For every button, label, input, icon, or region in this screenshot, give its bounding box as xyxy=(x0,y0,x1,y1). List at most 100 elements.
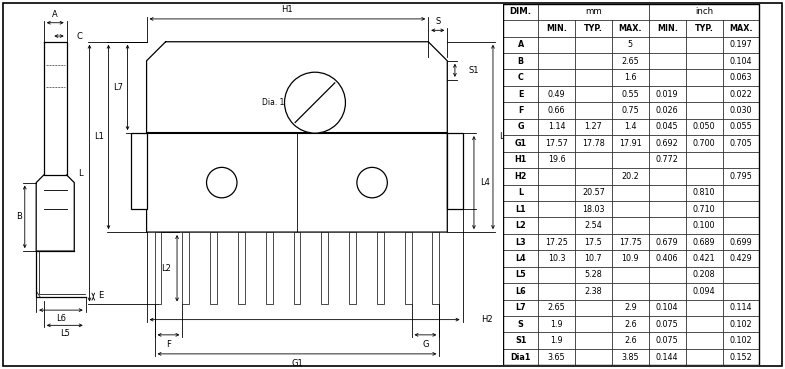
Bar xyxy=(612,283,648,300)
Text: 1.6: 1.6 xyxy=(624,73,637,82)
Bar xyxy=(575,332,612,349)
Bar xyxy=(722,250,759,267)
Bar xyxy=(575,53,612,69)
Bar xyxy=(612,184,648,201)
Text: E: E xyxy=(518,90,524,99)
Bar xyxy=(538,152,575,168)
Text: 0.689: 0.689 xyxy=(693,238,715,246)
Bar xyxy=(575,283,612,300)
Text: H2: H2 xyxy=(481,315,493,324)
Bar xyxy=(722,102,759,119)
Text: L: L xyxy=(518,188,524,197)
Bar xyxy=(538,300,575,316)
Text: 0.152: 0.152 xyxy=(729,353,752,362)
Text: 3.65: 3.65 xyxy=(548,353,565,362)
Bar xyxy=(685,184,722,201)
Bar xyxy=(575,184,612,201)
Text: 0.102: 0.102 xyxy=(730,336,752,345)
Bar xyxy=(503,316,538,332)
Text: L: L xyxy=(78,169,82,177)
Bar xyxy=(722,201,759,217)
Bar xyxy=(575,152,612,168)
Text: 2.6: 2.6 xyxy=(624,320,637,329)
Bar xyxy=(575,201,612,217)
Bar xyxy=(538,332,575,349)
Text: F: F xyxy=(518,106,524,115)
Bar xyxy=(575,234,612,250)
Bar xyxy=(503,300,538,316)
Bar xyxy=(612,267,648,283)
Bar xyxy=(722,184,759,201)
Text: Dia. 1: Dia. 1 xyxy=(261,98,284,107)
Bar xyxy=(538,267,575,283)
Bar xyxy=(210,232,217,304)
Bar xyxy=(612,250,648,267)
Bar xyxy=(612,168,648,184)
Bar xyxy=(538,20,575,37)
Text: S1: S1 xyxy=(468,66,479,75)
Text: 0.429: 0.429 xyxy=(729,254,752,263)
Bar xyxy=(648,37,685,53)
Text: 0.019: 0.019 xyxy=(656,90,678,99)
Bar xyxy=(722,152,759,168)
Bar xyxy=(612,300,648,316)
Text: L5: L5 xyxy=(60,329,70,338)
Bar xyxy=(538,316,575,332)
Bar xyxy=(722,283,759,300)
Bar xyxy=(503,168,538,184)
Text: H1: H1 xyxy=(282,5,294,14)
Bar xyxy=(503,102,538,119)
Text: 0.055: 0.055 xyxy=(729,123,752,131)
Text: 0.030: 0.030 xyxy=(730,106,752,115)
Bar xyxy=(685,119,722,135)
Bar xyxy=(722,86,759,102)
Text: 0.197: 0.197 xyxy=(729,40,752,49)
Circle shape xyxy=(357,168,387,198)
Bar xyxy=(575,316,612,332)
Text: L6: L6 xyxy=(515,287,526,296)
Bar xyxy=(575,69,612,86)
Bar xyxy=(612,217,648,234)
Text: 0.104: 0.104 xyxy=(656,303,678,312)
Bar xyxy=(648,234,685,250)
Bar xyxy=(612,332,648,349)
Text: 0.075: 0.075 xyxy=(655,336,678,345)
Bar xyxy=(685,201,722,217)
Bar xyxy=(447,133,462,209)
Text: 17.5: 17.5 xyxy=(585,238,602,246)
Text: F: F xyxy=(166,340,171,349)
Text: inch: inch xyxy=(695,7,714,16)
Bar xyxy=(685,300,722,316)
Bar xyxy=(722,217,759,234)
Text: L3: L3 xyxy=(499,132,509,141)
Text: 10.7: 10.7 xyxy=(585,254,602,263)
Text: S: S xyxy=(435,17,440,27)
Text: L1: L1 xyxy=(94,132,104,141)
Bar xyxy=(722,234,759,250)
Text: 10.9: 10.9 xyxy=(622,254,639,263)
Text: 5: 5 xyxy=(628,40,633,49)
Text: 0.100: 0.100 xyxy=(693,221,715,230)
Bar xyxy=(685,250,722,267)
Bar xyxy=(538,86,575,102)
Bar xyxy=(612,316,648,332)
Bar xyxy=(503,135,538,152)
Bar xyxy=(648,316,685,332)
Bar xyxy=(538,201,575,217)
Bar xyxy=(575,119,612,135)
Bar xyxy=(575,349,612,365)
Bar xyxy=(612,69,648,86)
Text: A: A xyxy=(53,10,58,19)
Text: S: S xyxy=(518,320,524,329)
Bar xyxy=(503,267,538,283)
Bar xyxy=(575,86,612,102)
Bar xyxy=(685,86,722,102)
Text: 0.710: 0.710 xyxy=(693,205,715,214)
Bar xyxy=(612,152,648,168)
Bar xyxy=(685,135,722,152)
Bar xyxy=(538,135,575,152)
Bar xyxy=(294,232,301,304)
Text: G: G xyxy=(517,123,524,131)
Bar xyxy=(722,267,759,283)
Text: 0.49: 0.49 xyxy=(548,90,565,99)
